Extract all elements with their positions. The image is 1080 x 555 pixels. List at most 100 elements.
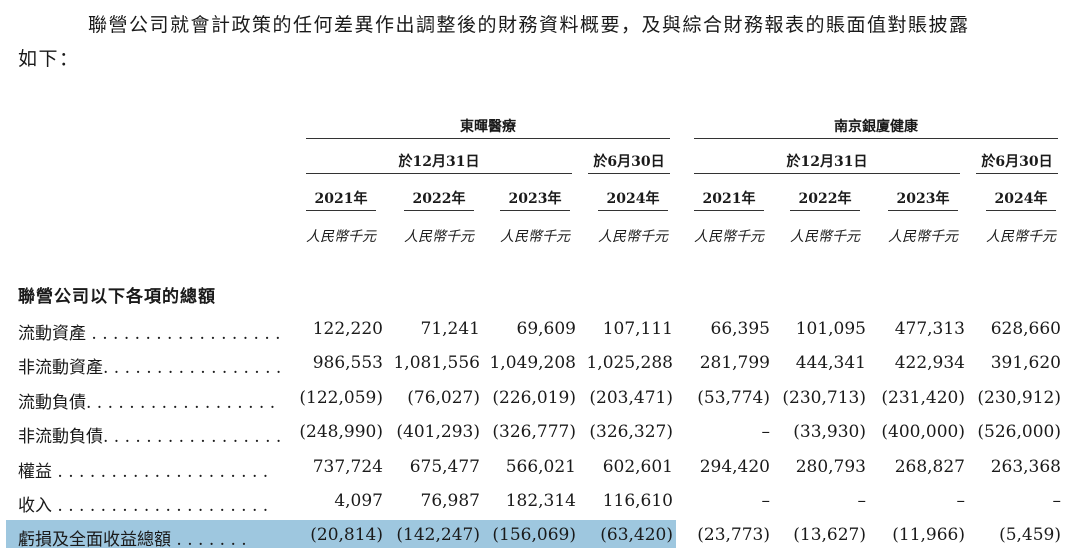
cell-value: 281,799 (699, 353, 770, 374)
cell-value: 1,081,556 (393, 353, 480, 374)
year-header: 2023年 (896, 191, 950, 207)
company-header-nj: 南京銀廈健康 (834, 119, 918, 135)
row-highlight (6, 520, 676, 548)
cell-value: (248,990) (299, 422, 383, 443)
cell-value: (13,627) (793, 525, 866, 546)
cell-value: 101,095 (795, 319, 866, 339)
cell-value: 107,111 (602, 319, 673, 339)
cell-value: (526,000) (977, 422, 1061, 443)
section-title: 聯營公司以下各項的總額 (18, 287, 216, 307)
unit-header: 人民幣千元 (500, 229, 570, 245)
cell-value: 477,313 (894, 319, 965, 339)
cell-value: – (956, 491, 966, 511)
cell-value: 737,724 (312, 456, 383, 477)
cell-value: (401,293) (396, 422, 480, 443)
year-rule (598, 210, 668, 211)
cell-value: (226,019) (492, 387, 576, 408)
cell-value: 391,620 (990, 353, 1061, 374)
cell-value: 675,477 (409, 456, 480, 477)
cell-value: 294,420 (699, 456, 770, 477)
cell-value: (326,327) (589, 422, 673, 443)
cell-value: 71,241 (420, 319, 480, 339)
cell-value: 1,025,288 (586, 353, 673, 374)
cell-value: (230,912) (977, 387, 1061, 408)
unit-header: 人民幣千元 (694, 229, 764, 245)
table-row: 權益 . . . . . . . . . . . . . . . . . . .… (0, 453, 1080, 483)
year-rule (694, 210, 764, 211)
year-header: 2024年 (606, 191, 660, 207)
cell-value: (33,930) (793, 422, 866, 443)
period-rule-dh-dec (306, 173, 572, 174)
cell-value: (326,777) (492, 422, 576, 443)
unit-header: 人民幣千元 (790, 229, 860, 245)
unit-header: 人民幣千元 (404, 229, 474, 245)
period-header-nj-dec: 於12月31日 (786, 154, 868, 170)
year-header: 2023年 (508, 191, 562, 207)
year-rule (790, 210, 860, 211)
row-label: 流動資產 . . . . . . . . . . . . . . . . . . (18, 324, 281, 344)
table-row: 流動負債. . . . . . . . . . . . . . . . . . (… (0, 384, 1080, 414)
cell-value: 263,368 (990, 456, 1061, 477)
company-rule-dh (306, 138, 670, 139)
row-label: 收入 . . . . . . . . . . . . . . . . . . .… (18, 496, 269, 516)
intro-paragraph: 聯營公司就會計政策的任何差異作出調整後的財務資料概要，及與綜合財務報表的賬面值對… (18, 8, 1068, 76)
cell-value: (230,713) (782, 387, 866, 408)
cell-value: 602,601 (602, 456, 673, 477)
cell-value: – (1052, 491, 1062, 511)
year-rule (306, 210, 376, 211)
cell-value: 66,395 (710, 319, 770, 339)
cell-value: 182,314 (505, 491, 576, 511)
year-rule (888, 210, 958, 211)
year-header: 2024年 (994, 191, 1048, 207)
cell-value: (231,420) (881, 387, 965, 408)
cell-value: (23,773) (697, 525, 770, 546)
cell-value: (203,471) (589, 387, 673, 408)
period-header-dh-jun: 於6月30日 (593, 154, 665, 170)
cell-value: 566,021 (505, 456, 576, 477)
cell-value: – (761, 422, 771, 443)
period-rule-dh-jun (588, 173, 670, 174)
year-header: 2021年 (702, 191, 756, 207)
unit-header: 人民幣千元 (598, 229, 668, 245)
table-row: 流動資產 . . . . . . . . . . . . . . . . . .… (0, 315, 1080, 345)
year-header: 2022年 (412, 191, 466, 207)
cell-value: (156,069) (492, 525, 576, 546)
cell-value: 268,827 (894, 456, 965, 477)
cell-value: 69,609 (516, 319, 576, 339)
unit-header: 人民幣千元 (888, 229, 958, 245)
intro-line-2: 如下： (18, 48, 80, 70)
cell-value: 122,220 (312, 319, 383, 339)
year-rule (404, 210, 474, 211)
table-row: 收入 . . . . . . . . . . . . . . . . . . .… (0, 487, 1080, 517)
period-header-dh-dec: 於12月31日 (398, 154, 480, 170)
cell-value: 986,553 (312, 353, 383, 374)
cell-value: (76,027) (407, 387, 480, 408)
cell-value: (20,814) (310, 525, 383, 546)
cell-value: (63,420) (600, 525, 673, 546)
cell-value: 628,660 (990, 319, 1061, 339)
row-label: 流動負債. . . . . . . . . . . . . . . . . . (18, 392, 276, 413)
cell-value: (122,059) (299, 387, 383, 408)
cell-value: (53,774) (697, 387, 770, 408)
year-rule (500, 210, 570, 211)
year-header: 2021年 (314, 191, 368, 207)
cell-value: 76,987 (420, 491, 480, 511)
cell-value: 1,049,208 (489, 353, 576, 374)
company-header-dh: 東暉醫療 (460, 119, 516, 135)
cell-value: 444,341 (795, 353, 866, 374)
period-rule-nj-dec (694, 173, 960, 174)
unit-header: 人民幣千元 (986, 229, 1056, 245)
year-header: 2022年 (798, 191, 852, 207)
row-label: 虧損及全面收益總額 . . . . . . . (18, 530, 247, 551)
cell-value: 116,610 (602, 491, 673, 511)
cell-value: – (761, 491, 771, 511)
row-label: 權益 . . . . . . . . . . . . . . . . . . .… (18, 461, 269, 482)
period-header-nj-jun: 於6月30日 (981, 154, 1053, 170)
table-row: 非流動資產. . . . . . . . . . . . . . . . . 98… (0, 349, 1080, 379)
cell-value: 4,097 (334, 491, 383, 511)
period-rule-nj-jun (976, 173, 1058, 174)
table-row: 非流動負債. . . . . . . . . . . . . . . . . (2… (0, 418, 1080, 448)
cell-value: – (857, 491, 867, 511)
cell-value: (400,000) (881, 422, 965, 443)
cell-value: (11,966) (892, 525, 965, 546)
